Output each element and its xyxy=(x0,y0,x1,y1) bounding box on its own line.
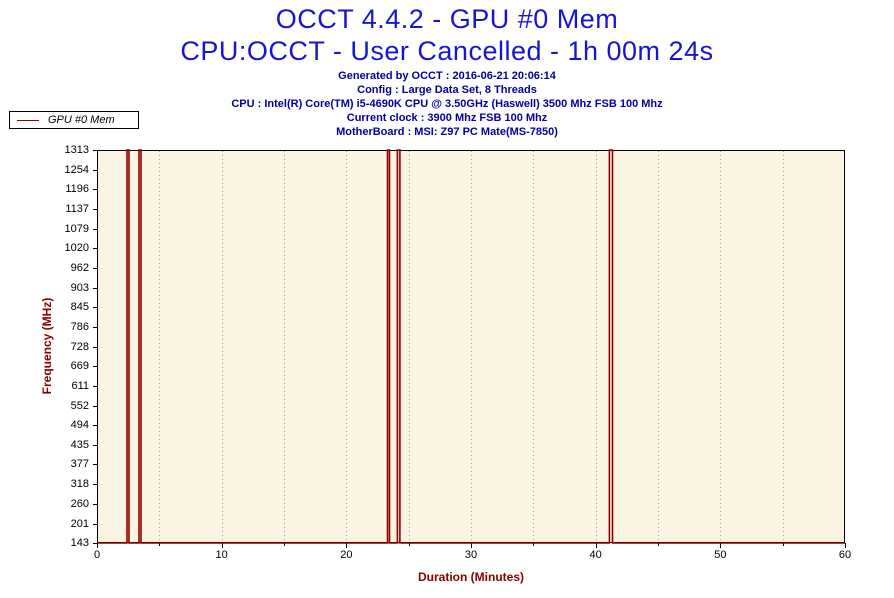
y-tick-label: 669 xyxy=(70,360,89,373)
y-tick-label: 786 xyxy=(70,321,89,334)
y-tick-label: 377 xyxy=(70,458,89,471)
y-tick-label: 1079 xyxy=(64,222,89,235)
x-tick-label: 40 xyxy=(589,549,602,561)
y-tick-label: 318 xyxy=(70,478,89,491)
plot-area xyxy=(93,149,846,548)
y-tick-label: 494 xyxy=(70,419,89,432)
legend-line-sample-icon xyxy=(17,119,39,121)
x-tick-label: 60 xyxy=(838,549,852,561)
info-cpu: CPU : Intel(R) Core(TM) i5-4690K CPU @ 3… xyxy=(231,98,663,110)
y-tick-label: 728 xyxy=(70,340,89,353)
x-tick-label: 50 xyxy=(714,549,727,561)
x-tick-label: 0 xyxy=(93,549,101,561)
legend-series-label: GPU #0 Mem xyxy=(48,114,115,126)
y-tick-label: 611 xyxy=(71,379,89,392)
x-tick-label: 10 xyxy=(215,549,228,561)
y-tick-label: 1020 xyxy=(64,242,89,255)
info-config: Config : Large Data Set, 8 Threads xyxy=(357,84,537,96)
y-tick-label: 552 xyxy=(70,399,89,412)
x-tick-label: 30 xyxy=(464,549,478,561)
info-current-clock: Current clock : 3900 Mhz FSB 100 Mhz xyxy=(346,112,548,124)
y-tick-label: 435 xyxy=(70,438,89,451)
x-tick-label: 20 xyxy=(340,549,353,561)
y-tick-label: 903 xyxy=(70,281,89,294)
y-tick-label: 962 xyxy=(70,261,89,274)
y-tick-label: 845 xyxy=(70,301,89,314)
y-tick-label: 260 xyxy=(70,497,89,510)
y-tick-label: 1313 xyxy=(64,144,89,156)
report-info-block: Generated by OCCT : 2016-06-21 20:06:14 … xyxy=(0,69,894,139)
legend-box: GPU #0 Mem xyxy=(9,111,139,129)
info-motherboard: MotherBoard : MSI: Z97 PC Mate(MS-7850) xyxy=(336,126,558,138)
y-tick-label: 1137 xyxy=(65,203,89,216)
report-title: OCCT 4.4.2 - GPU #0 Mem xyxy=(275,4,619,34)
y-tick-label: 201 xyxy=(70,517,89,530)
report-subtitle: CPU:OCCT - User Cancelled - 1h 00m 24s xyxy=(180,36,714,66)
y-tick-label: 1196 xyxy=(65,183,89,196)
y-axis-title: Frequency (MHz) xyxy=(40,297,54,395)
y-tick-label: 143 xyxy=(70,537,89,549)
y-tick-label: 1254 xyxy=(64,163,89,176)
x-axis-title: Duration (Minutes) xyxy=(418,570,524,584)
info-generated: Generated by OCCT : 2016-06-21 20:06:14 xyxy=(338,70,556,82)
